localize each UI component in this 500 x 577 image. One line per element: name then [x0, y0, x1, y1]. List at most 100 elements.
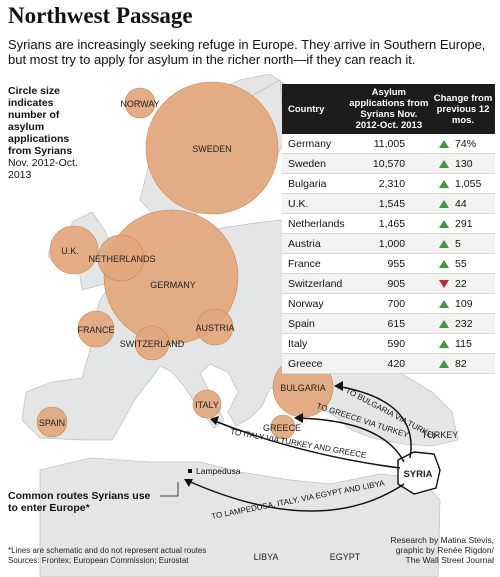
route-line-italy [211, 419, 401, 469]
page-title: Northwest Passage [8, 3, 193, 28]
credit-line-3: The Wall Street Journal [405, 555, 495, 565]
credit-line-2: graphic by Renée Rigdon/ [395, 545, 494, 555]
table-row: Greece 420 82 [282, 353, 495, 374]
col-header-country: Country [282, 84, 347, 134]
north-africa-land [39, 457, 441, 577]
cell-applications: 10,570 [346, 153, 432, 174]
greece-bubble [270, 414, 296, 440]
footnote-lines: *Lines are schematic and do not represen… [8, 546, 207, 555]
label-uk: U.K. [61, 246, 79, 256]
cell-country: Germany [282, 134, 347, 154]
change-value: 44 [455, 197, 467, 210]
cell-applications: 11,005 [346, 134, 432, 154]
table-row: Austria 1,000 5 [282, 233, 495, 254]
label-turkey: TURKEY [422, 430, 459, 440]
cell-change: 115 [431, 333, 495, 354]
cell-country: Switzerland [282, 273, 347, 294]
change-value: 55 [455, 257, 467, 270]
change-value: 5 [455, 237, 461, 250]
arrowhead-bulgaria [334, 381, 343, 391]
routes-key: Common routes Syrians use to enter Europ… [8, 490, 151, 514]
lampedusa-marker: Lampedusa [188, 466, 241, 476]
cell-country: Greece [282, 353, 347, 374]
cell-country: France [282, 253, 347, 274]
routes-key-leader [160, 482, 179, 497]
route-arrowheads [184, 381, 343, 487]
cell-applications: 615 [346, 313, 432, 334]
increase-triangle-icon [439, 239, 450, 248]
cell-change: 291 [431, 213, 495, 234]
cell-country: Spain [282, 313, 347, 334]
table-row: Germany 11,005 74% [282, 134, 495, 154]
netherlands-bubble [97, 234, 145, 282]
col-header-applications: Asylum applications from Syrians Nov. 20… [346, 84, 432, 134]
cell-applications: 590 [346, 333, 432, 354]
change-value: 291 [455, 217, 473, 230]
label-germany: GERMANY [150, 280, 196, 290]
label-switzerland: SWITZERLAND [120, 339, 185, 349]
spain-bubble [36, 406, 68, 438]
route-line-bulgaria [335, 385, 412, 459]
table-row: Netherlands 1,465 291 [282, 213, 495, 234]
cell-change: 232 [431, 313, 495, 334]
table-row: Spain 615 232 [282, 313, 495, 334]
country-labels: NORWAY SWEDEN U.K. NETHERLANDS GERMANY F… [39, 99, 458, 562]
change-value: 74% [455, 137, 477, 150]
table-row: Norway 700 109 [282, 293, 495, 314]
uk-bubble [49, 225, 99, 275]
cell-change: 74% [431, 134, 495, 154]
label-lampedusa: Lampedusa [196, 466, 241, 476]
austria-bubble [196, 308, 234, 346]
norway-bubble [124, 87, 156, 119]
italy-bubble [192, 389, 222, 419]
label-austria: AUSTRIA [195, 323, 234, 333]
cell-applications: 420 [346, 353, 432, 374]
cell-applications: 955 [346, 253, 432, 274]
cell-country: U.K. [282, 193, 347, 214]
increase-triangle-icon [439, 339, 450, 348]
footnote-sources: Sources: Frontex; European Commission; E… [8, 556, 189, 565]
cell-applications: 1,545 [346, 193, 432, 214]
change-value: 1,055 [455, 177, 482, 190]
label-syria: SYRIA [403, 469, 432, 480]
cell-change: 130 [431, 153, 495, 174]
label-bulgaria: BULGARIA [280, 383, 326, 393]
label-libya: LIBYA [254, 552, 279, 562]
europe-map: TO BULGARIA VIA TURKEY TO GREECE VIA TUR… [21, 73, 459, 577]
table-row: U.K. 1,545 44 [282, 193, 495, 214]
change-value: 232 [455, 317, 473, 330]
arrowhead-greece [294, 413, 303, 423]
cell-applications: 1,465 [346, 213, 432, 234]
credit: Research by Matina Stevis, graphic by Re… [324, 535, 494, 565]
cell-change: 55 [431, 253, 495, 274]
credit-line-1: Research by Matina Stevis, [390, 535, 494, 545]
cell-change: 1,055 [431, 173, 495, 194]
route-arrows [185, 385, 412, 512]
increase-triangle-icon [439, 299, 450, 308]
decrease-triangle-icon [439, 279, 450, 288]
increase-triangle-icon [439, 159, 450, 168]
increase-triangle-icon [439, 319, 450, 328]
increase-triangle-icon [439, 139, 450, 148]
increase-triangle-icon [439, 199, 450, 208]
cell-change: 22 [431, 273, 495, 294]
label-netherlands: NETHERLANDS [88, 254, 155, 264]
cell-applications: 700 [346, 293, 432, 314]
table-row: Switzerland 905 22 [282, 273, 495, 294]
change-value: 22 [455, 277, 467, 290]
cell-change: 44 [431, 193, 495, 214]
sweden-bubble [145, 81, 279, 215]
key-leaders [160, 482, 179, 497]
subtitle: Syrians are increasingly seeking refuge … [8, 37, 486, 67]
table-row: France 955 55 [282, 253, 495, 274]
label-spain: SPAIN [39, 418, 65, 428]
route-line-greece [295, 417, 405, 463]
increase-triangle-icon [439, 359, 450, 368]
table-body: Germany 11,005 74% Sweden 10,570 130 Bulgaria 2… [282, 134, 495, 374]
circle-size-key: Circle size indicates number of asylum a… [8, 85, 92, 181]
cell-change: 109 [431, 293, 495, 314]
increase-triangle-icon [439, 219, 450, 228]
table-row: Sweden 10,570 130 [282, 153, 495, 174]
footnote: *Lines are schematic and do not represen… [8, 546, 228, 566]
